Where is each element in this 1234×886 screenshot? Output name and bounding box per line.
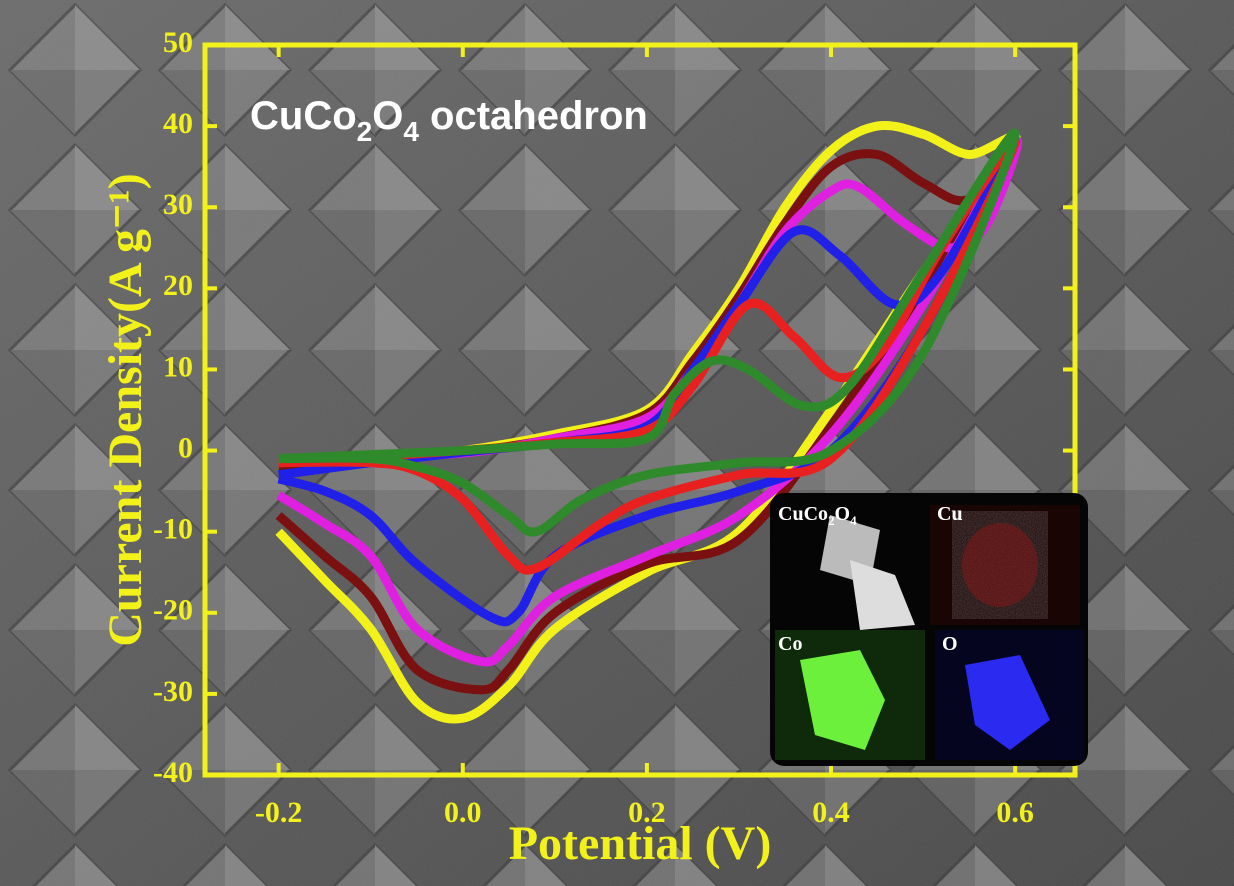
y-tick-label: -20 (153, 594, 193, 627)
y-tick-label: 10 (163, 350, 193, 383)
x-tick-label: -0.2 (255, 796, 303, 829)
axes-frame (202, 42, 1078, 778)
x-axis-label: Potential (V) (509, 817, 772, 870)
y-tick-label: 50 (163, 26, 193, 59)
y-tick-label: -40 (153, 756, 193, 789)
y-tick-label: 0 (178, 431, 193, 464)
inset-label: O (942, 633, 958, 655)
chart-title: CuCo2O4 octahedron (250, 94, 648, 147)
inset-label: CuCo2O4 (778, 503, 857, 529)
inset-label: Co (778, 633, 802, 655)
y-tick-label: 30 (163, 188, 193, 221)
x-tick-label: 0.2 (628, 796, 666, 829)
x-tick-label: 0.6 (996, 796, 1034, 829)
y-tick-label: 40 (163, 107, 193, 140)
x-tick-label: 0.4 (812, 796, 850, 829)
plot-area: -40 -30 -20 -10 0 10 20 30 40 50 -0.2 0.0 0.2 0.4 0.6 P… (99, 26, 1078, 870)
cv-curve (278, 128, 1020, 537)
inset-label: Cu (937, 503, 963, 525)
y-tick-label: -30 (153, 675, 193, 708)
y-tick-label: -10 (153, 513, 193, 546)
y-axis-label: Current Density(A g⁻¹) (99, 173, 152, 646)
x-tick-label: 0.0 (444, 796, 482, 829)
y-tick-label: 20 (163, 269, 193, 302)
inset: CuCo2O4 Cu Co O (770, 493, 1088, 766)
